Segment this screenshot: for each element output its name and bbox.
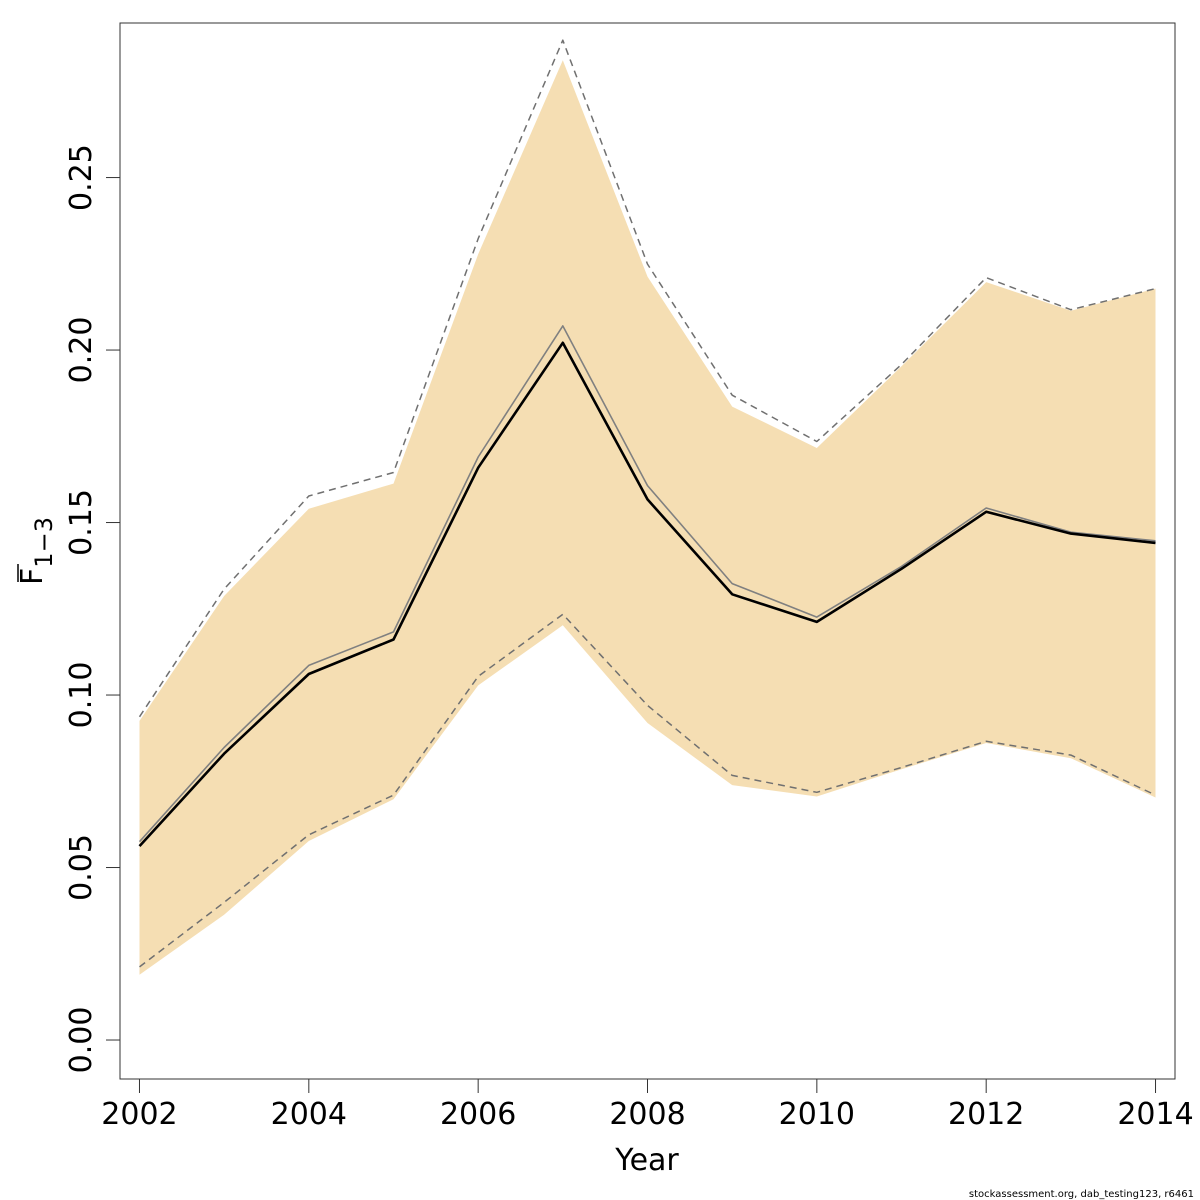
y-tick-label: 0.05 [64, 834, 99, 901]
estimate-line [138, 341, 1156, 847]
y-tick-label: 0.20 [64, 317, 99, 384]
series-lines-layer [138, 39, 1156, 968]
confidence-band [139, 60, 1156, 975]
x-axis-title: Year [614, 1143, 679, 1178]
upper-bound-dashed-line [138, 39, 1156, 718]
y-axis: 0.00 0.05 0.10 0.15 0.20 0.25 [64, 144, 121, 1074]
lower-bound-dashed-line [139, 613, 1156, 968]
y-axis-title-subscript: 1−3 [30, 517, 58, 568]
footnote: stockassessment.org, dab_testing123, r64… [969, 1189, 1194, 1200]
svg-text:F1−3: F1−3 [15, 517, 58, 585]
x-tick-label: 2006 [440, 1097, 516, 1132]
y-tick-label: 0.25 [64, 144, 99, 211]
x-tick-label: 2010 [779, 1097, 855, 1132]
x-tick-label: 2012 [948, 1097, 1024, 1132]
x-axis: 2002 2004 2006 2008 2010 2012 2014 [101, 1078, 1194, 1132]
x-tick-label: 2004 [271, 1097, 347, 1132]
y-tick-label: 0.00 [64, 1007, 99, 1074]
y-tick-label: 0.15 [64, 489, 99, 556]
x-tick-label: 2008 [609, 1097, 685, 1132]
y-axis-title-main: F [15, 568, 50, 585]
confidence-band-layer [139, 60, 1156, 975]
y-tick-label: 0.10 [64, 662, 99, 729]
reference-estimate-line [138, 325, 1156, 843]
x-tick-label: 2014 [1117, 1097, 1193, 1132]
y-axis-title: F1−3 [15, 517, 58, 585]
x-tick-label: 2002 [101, 1097, 177, 1132]
